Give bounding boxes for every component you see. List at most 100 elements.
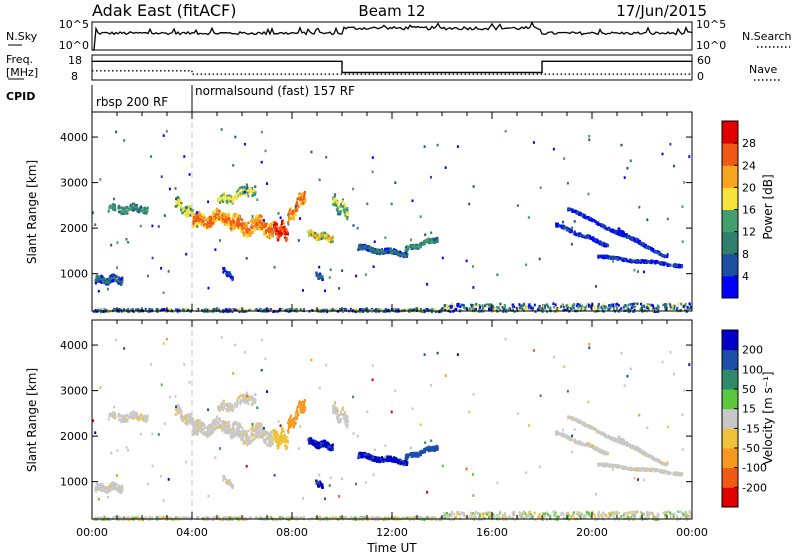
power-echo-point xyxy=(620,307,623,310)
power-echo-point xyxy=(113,279,116,282)
power-echo-point xyxy=(295,308,298,311)
velocity-echo-point xyxy=(240,430,243,433)
power-echo-point xyxy=(225,196,228,199)
y-tick-label: 3000 xyxy=(60,177,88,190)
power-echo-point xyxy=(254,308,257,312)
power-echo-point xyxy=(608,307,611,311)
velocity-echo-point xyxy=(265,438,268,442)
power-echo-point xyxy=(495,305,498,309)
power-echo-point xyxy=(404,253,407,256)
velocity-echo-point xyxy=(175,407,178,411)
nave-tick-top: 60 xyxy=(697,54,711,67)
power-echo-point xyxy=(608,228,611,231)
power-echo-point xyxy=(219,310,222,313)
power-echo-point xyxy=(188,173,191,176)
power-echo-point xyxy=(579,307,582,311)
velocity-echo-point xyxy=(224,421,227,425)
power-echo-point xyxy=(227,215,230,219)
power-echo-point xyxy=(397,252,400,256)
power-echo-point xyxy=(257,219,260,222)
power-echo-point xyxy=(364,273,367,276)
power-echo-point xyxy=(310,231,313,235)
power-echo-point xyxy=(413,308,416,311)
power-echo-point xyxy=(217,199,220,203)
velocity-echo-point xyxy=(203,433,206,437)
power-echo-point xyxy=(264,233,267,237)
velocity-echo-point xyxy=(227,425,230,428)
power-echo-point xyxy=(379,249,382,253)
power-echo-point xyxy=(323,231,326,235)
power-echo-point xyxy=(360,308,363,312)
velocity-echo-point xyxy=(268,432,271,436)
velocity-echo-point xyxy=(119,489,122,493)
power-echo-point xyxy=(321,236,324,239)
power-echo-point xyxy=(564,308,567,312)
power-echo-point xyxy=(151,224,154,228)
power-echo-point xyxy=(481,304,484,307)
power-echo-point xyxy=(296,206,299,209)
power-echo-point xyxy=(411,243,414,247)
power-echo-point xyxy=(562,220,564,224)
velocity-echo-point xyxy=(96,482,99,486)
velocity-echo-point xyxy=(133,416,136,420)
power-echo-point xyxy=(210,216,212,219)
power-echo-point xyxy=(459,309,462,312)
power-echo-point xyxy=(473,305,476,308)
power-echo-point xyxy=(650,247,653,250)
power-echo-point xyxy=(243,190,246,194)
velocity-echo-point xyxy=(191,417,194,420)
power-echo-point xyxy=(483,304,486,307)
power-echo-point xyxy=(665,303,668,306)
power-echo-point xyxy=(267,229,269,232)
power-echo-point xyxy=(626,306,629,310)
colorbar-segment xyxy=(722,165,738,188)
velocity-echo-point xyxy=(177,411,180,414)
power-echo-point xyxy=(115,280,118,283)
power-echo-point xyxy=(664,305,667,308)
power-echo-point xyxy=(162,134,165,137)
power-echo-point xyxy=(286,308,289,312)
power-echo-point xyxy=(594,239,597,242)
power-echo-point xyxy=(333,201,336,204)
power-echo-point xyxy=(219,239,222,242)
power-echo-point xyxy=(456,304,459,307)
power-echo-point xyxy=(199,220,202,224)
velocity-echo-point xyxy=(213,427,216,431)
power-echo-point xyxy=(518,306,521,310)
power-echo-point xyxy=(361,247,364,251)
power-echo-point xyxy=(318,265,321,269)
power-echo-point xyxy=(456,145,459,148)
power-echo-point xyxy=(519,305,522,308)
power-echo-point xyxy=(256,221,259,225)
power-echo-point xyxy=(412,308,415,312)
power-echo-point xyxy=(228,220,231,223)
power-echo-point xyxy=(371,170,374,174)
power-echo-point xyxy=(337,205,340,209)
power-echo-point xyxy=(185,252,188,256)
velocity-echo-point xyxy=(261,433,264,437)
power-echo-point xyxy=(251,194,254,197)
power-echo-point xyxy=(324,233,327,237)
power-echo-point xyxy=(276,229,279,233)
velocity-echo-point xyxy=(103,489,106,493)
velocity-echo-point xyxy=(259,435,262,439)
power-echo-point xyxy=(257,217,260,220)
power-echo-point xyxy=(530,305,532,308)
velocity-echo-point xyxy=(144,417,147,421)
power-echo-point xyxy=(110,206,112,209)
power-echo-point xyxy=(382,310,385,313)
power-echo-point xyxy=(187,208,190,211)
power-echo-point xyxy=(427,239,430,242)
power-echo-point xyxy=(688,302,691,305)
power-echo-point xyxy=(669,308,672,311)
power-echo-point xyxy=(226,271,229,274)
power-echo-point xyxy=(453,304,456,308)
velocity-echo-point xyxy=(254,435,257,439)
power-echo-point xyxy=(566,181,569,185)
velocity-echo-point xyxy=(198,422,200,425)
velocity-echo-point xyxy=(214,422,217,426)
power-echo-point xyxy=(652,304,655,308)
velocity-echo-point xyxy=(276,437,279,441)
power-echo-point xyxy=(567,207,570,210)
power-echo-point xyxy=(571,304,574,307)
